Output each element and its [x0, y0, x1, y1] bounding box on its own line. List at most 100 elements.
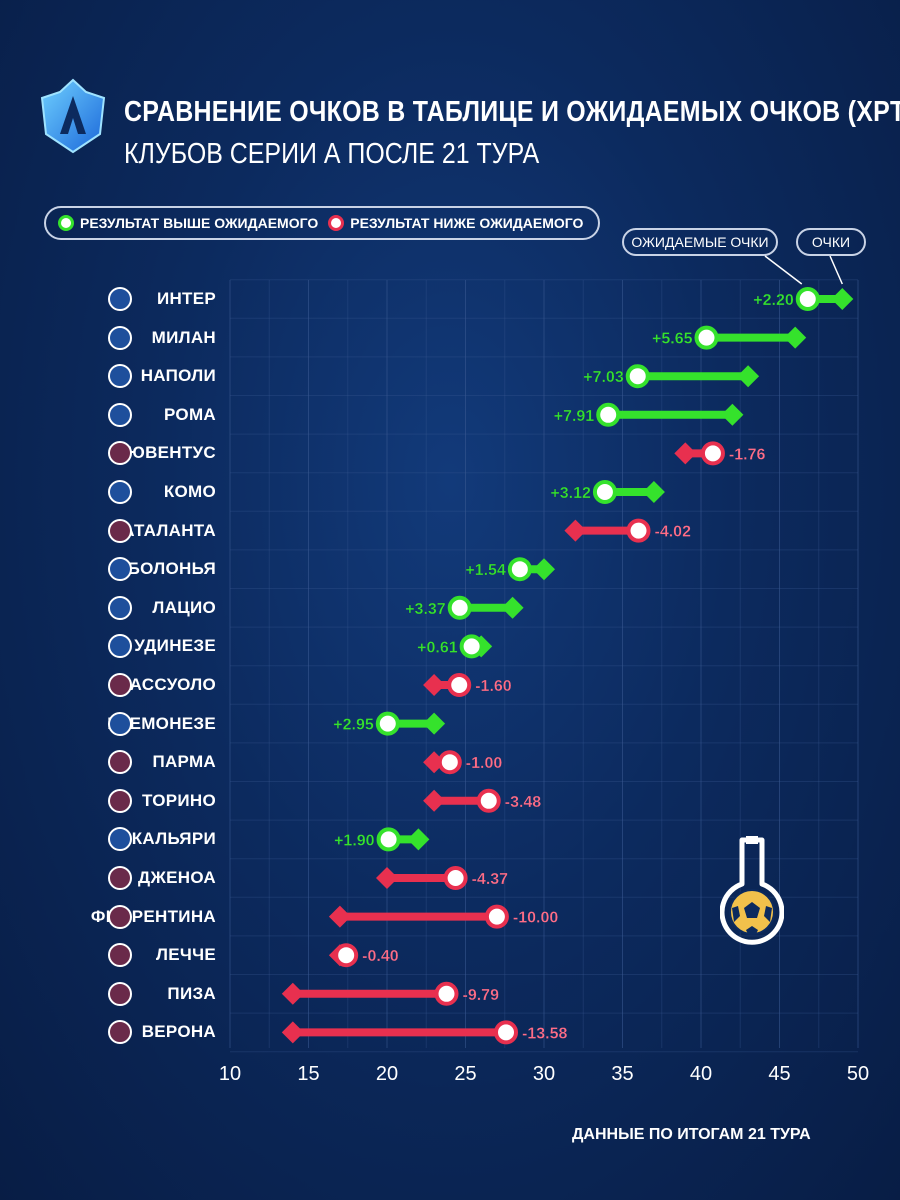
- callout-points: ОЧКИ: [796, 228, 866, 256]
- team-name: ЛАЦИО: [152, 597, 216, 617]
- x-tick-label: 25: [454, 1063, 476, 1085]
- xpts-marker: [795, 287, 820, 311]
- xpts-marker: [484, 904, 509, 929]
- team-row: ПИЗА: [40, 979, 216, 1009]
- team-name: НАПОЛИ: [140, 366, 216, 386]
- team-name: ПАРМА: [152, 752, 216, 772]
- team-row: УДИНЕЗЕ: [40, 631, 216, 661]
- team-row: САССУОЛО: [40, 670, 216, 700]
- diff-label: -1.60: [475, 678, 512, 695]
- points-marker: [721, 403, 744, 426]
- team-row: РОМА: [40, 400, 216, 430]
- xpts-marker: [700, 441, 725, 466]
- page-title: СРАВНЕНИЕ ОЧКОВ В ТАБЛИЦЕ И ОЖИДАЕМЫХ ОЧ…: [124, 96, 900, 128]
- x-tick-label: 20: [376, 1063, 398, 1085]
- verona-crest-icon: [108, 1020, 132, 1045]
- diff-label: -9.79: [463, 987, 500, 1004]
- x-tick-label: 40: [690, 1063, 712, 1085]
- points-marker: [281, 982, 304, 1005]
- team-row: МИЛАН: [40, 323, 216, 353]
- diff-label: -4.37: [472, 871, 509, 888]
- ball-flask-icon: [720, 836, 784, 945]
- points-marker: [328, 905, 351, 928]
- xpts-marker: [596, 402, 621, 427]
- team-row: ЛЕЧЧЕ: [40, 940, 216, 970]
- juventus-crest-icon: [108, 441, 132, 466]
- points-marker: [376, 867, 398, 889]
- team-row: ПАРМА: [40, 747, 216, 777]
- diff-label: +1.90: [334, 832, 375, 849]
- points-marker: [281, 1021, 304, 1044]
- parma-crest-icon: [108, 750, 132, 775]
- diff-label: +2.20: [753, 292, 794, 309]
- diff-label: +1.54: [465, 562, 506, 579]
- team-row: КОМО: [40, 477, 216, 507]
- x-tick-label: 35: [611, 1063, 633, 1085]
- xpts-marker: [437, 750, 462, 775]
- points-marker: [564, 519, 587, 542]
- team-name: БОЛОНЬЯ: [127, 559, 216, 579]
- points-marker: [407, 828, 430, 851]
- diff-label: +7.91: [554, 408, 595, 425]
- team-row: ЛАЦИО: [40, 593, 216, 623]
- xpts-marker: [626, 518, 651, 543]
- fiorentina-crest-icon: [108, 904, 132, 929]
- xpts-marker: [476, 788, 501, 813]
- xpts-marker: [447, 673, 472, 697]
- team-name: ЮВЕНТУС: [127, 443, 216, 463]
- xpts-marker: [694, 325, 719, 350]
- team-row: ЮВЕНТУС: [40, 438, 216, 468]
- legend-item-below: РЕЗУЛЬТАТ НИЖЕ ОЖИДАЕМОГО: [328, 215, 583, 231]
- x-tick-label: 30: [533, 1063, 555, 1085]
- page-subtitle: КЛУБОВ СЕРИИ А ПОСЛЕ 21 ТУРА: [124, 138, 540, 170]
- callout-arrow-expected: [764, 255, 803, 285]
- points-marker: [423, 712, 446, 735]
- xpts-marker: [375, 711, 400, 736]
- lazio-crest-icon: [108, 595, 132, 620]
- points-marker: [423, 789, 446, 812]
- diff-label: +0.61: [417, 639, 458, 656]
- cagliari-crest-icon: [108, 827, 132, 852]
- footer-note: ДАННЫЕ ПО ИТОГАМ 21 ТУРА: [572, 1126, 811, 1143]
- team-name: ВЕРОНА: [141, 1022, 216, 1042]
- roma-crest-icon: [108, 402, 132, 427]
- udinese-crest-icon: [108, 634, 132, 659]
- xpts-marker: [459, 634, 484, 659]
- team-name: ТОРИНО: [141, 790, 216, 810]
- team-row: КАЛЬЯРИ: [40, 824, 216, 854]
- x-tick-label: 15: [297, 1063, 319, 1085]
- torino-crest-icon: [108, 788, 132, 813]
- team-name: КРЕМОНЕЗЕ: [107, 713, 216, 733]
- points-marker: [674, 442, 697, 465]
- team-name: САССУОЛО: [117, 675, 216, 694]
- pisa-crest-icon: [108, 981, 132, 1006]
- legend-above-label: РЕЗУЛЬТАТ ВЫШЕ ОЖИДАЕМОГО: [80, 215, 319, 231]
- points-marker: [501, 596, 524, 619]
- xpts-marker: [443, 866, 468, 890]
- cremonese-crest-icon: [108, 711, 132, 736]
- callout-expected-points: ОЖИДАЕМЫЕ ОЧКИ: [622, 228, 778, 256]
- legend-item-above: РЕЗУЛЬТАТ ВЫШЕ ОЖИДАЕМОГО: [58, 215, 318, 231]
- team-name: КОМО: [163, 482, 216, 501]
- team-name: УДИНЕЗЕ: [134, 636, 216, 656]
- team-name: КАЛЬЯРИ: [131, 829, 216, 849]
- legend-below-label: РЕЗУЛЬТАТ НИЖЕ ОЖИДАЕМОГО: [350, 215, 584, 231]
- team-row: ФИОРЕНТИНА: [40, 902, 216, 932]
- xpts-marker: [447, 595, 472, 620]
- xpts-marker: [434, 981, 459, 1006]
- milan-crest-icon: [108, 325, 132, 350]
- diff-label: -13.58: [522, 1025, 567, 1042]
- xpts-marker: [507, 557, 532, 582]
- inter-crest-icon: [108, 287, 132, 311]
- callout-arrow-points: [829, 255, 843, 285]
- genoa-crest-icon: [108, 866, 132, 890]
- diff-label: +3.12: [550, 485, 591, 502]
- diff-label: +5.65: [652, 331, 693, 348]
- diff-label: -1.00: [466, 755, 503, 772]
- atalanta-crest-icon: [108, 518, 132, 543]
- points-marker: [533, 558, 555, 581]
- team-row: НАПОЛИ: [40, 361, 216, 391]
- team-row: КРЕМОНЕЗЕ: [40, 709, 216, 739]
- team-name: АТАЛАНТА: [122, 520, 216, 540]
- points-marker: [784, 326, 807, 349]
